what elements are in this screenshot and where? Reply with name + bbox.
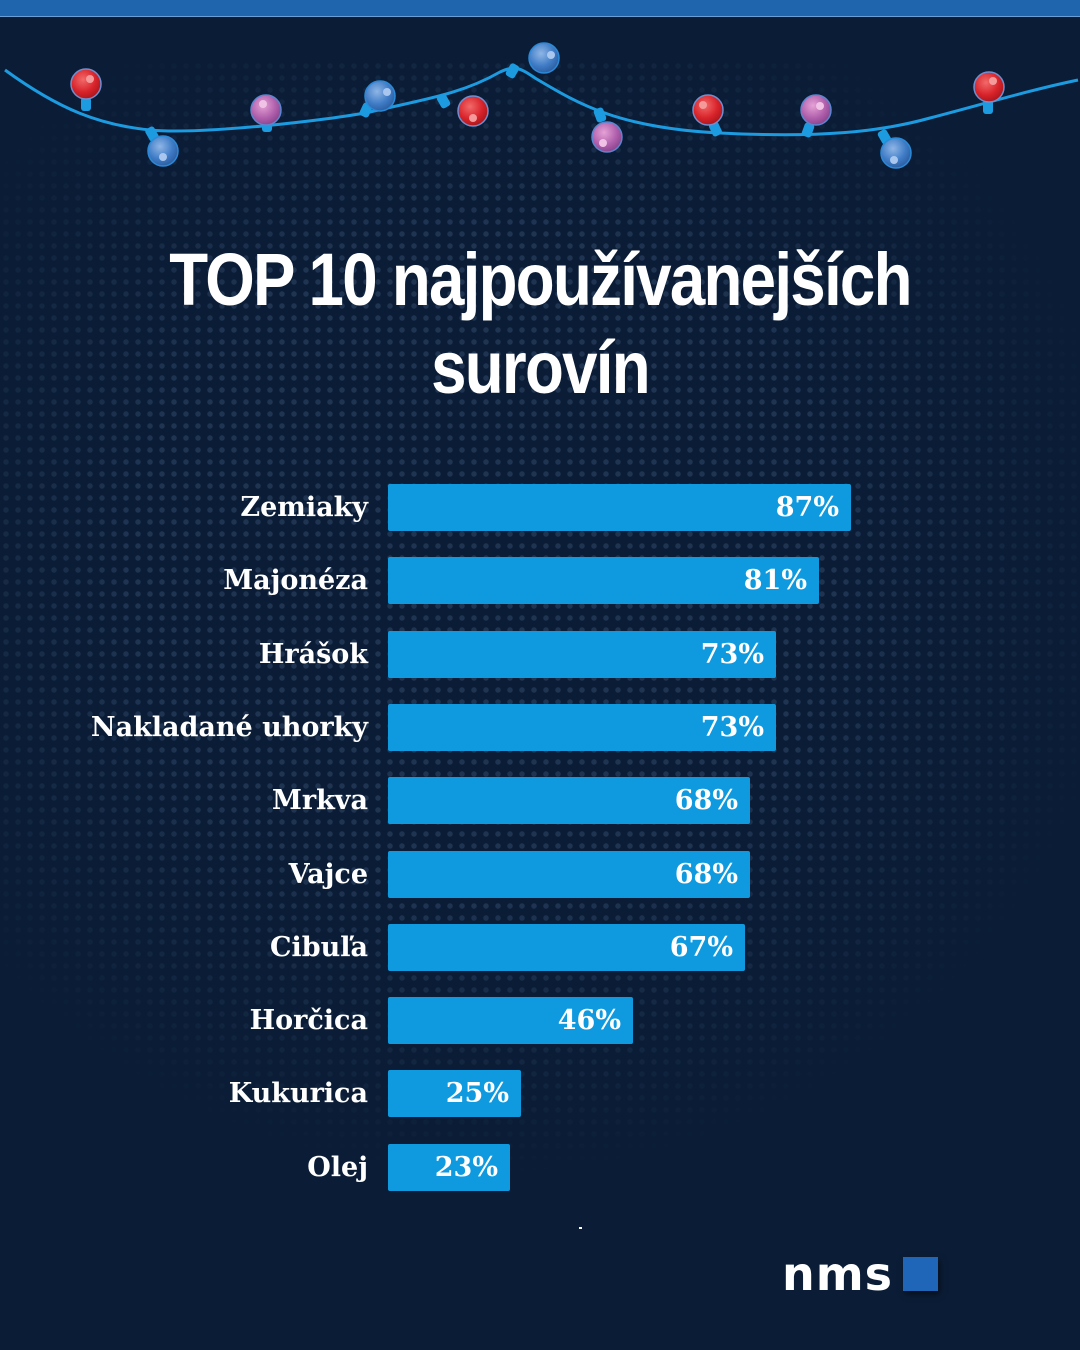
bulb-purple-icon: [250, 94, 282, 132]
bar: 23%: [388, 1143, 510, 1191]
category-label: Olej: [307, 1151, 368, 1183]
category-label: Majonéza: [223, 565, 368, 597]
string-lights-decoration: [4, 42, 1079, 169]
bulb-blue-icon: [359, 80, 396, 118]
bulb-purple-icon: [800, 94, 832, 138]
chart-row: Cibuľa 67%: [0, 923, 1080, 971]
bar: 46%: [388, 997, 633, 1045]
bar: 67%: [388, 923, 745, 971]
value-label: 25%: [445, 1078, 509, 1110]
category-label: Hrášok: [258, 638, 368, 670]
chart-row: Vajce 68%: [0, 850, 1080, 898]
bulb-blue-icon: [505, 42, 560, 79]
title-line-1: TOP 10 najpoužívanejších: [169, 238, 912, 321]
logo-square-icon: [903, 1257, 939, 1291]
top-band: [0, 0, 1080, 17]
bulb-purple-icon: [591, 107, 623, 153]
value-label: 68%: [674, 858, 738, 890]
value-label: 46%: [557, 1005, 621, 1037]
bar: 73%: [388, 630, 776, 678]
bar: 73%: [388, 703, 776, 751]
category-label: Vajce: [288, 858, 368, 890]
category-label: Kukurica: [228, 1078, 368, 1110]
page-title: TOP 10 najpoužívanejších surovín: [76, 236, 1005, 412]
value-label: 73%: [700, 638, 764, 670]
chart-row: Majonéza 81%: [0, 557, 1080, 605]
chart-row: Horčica 46%: [0, 997, 1080, 1045]
chart-row: Hrášok 73%: [0, 630, 1080, 678]
category-label: Mrkva: [271, 785, 368, 817]
bulb-red-icon: [973, 71, 1005, 114]
value-label: 23%: [434, 1151, 498, 1183]
chart-row: Olej 23%: [0, 1143, 1080, 1191]
bar: 68%: [388, 777, 750, 825]
bar: 25%: [388, 1070, 521, 1118]
chart-row: Zemiaky 87%: [0, 484, 1080, 531]
bulb-red-icon: [436, 93, 489, 127]
title-line-2: surovín: [431, 326, 651, 409]
nms-logo: nms: [782, 1247, 939, 1301]
bulb-blue-icon: [145, 126, 179, 167]
bar: 81%: [388, 557, 819, 605]
value-label: 87%: [775, 492, 839, 523]
category-label: Zemiaky: [240, 492, 368, 523]
chart-row: Nakladané uhorky 73%: [0, 703, 1080, 751]
bulb-red-icon: [70, 68, 102, 111]
chart-row: Mrkva 68%: [0, 777, 1080, 825]
small-dot: [579, 1227, 582, 1229]
world-map-dot-pattern: [0, 60, 1080, 1180]
value-label: 67%: [669, 931, 733, 963]
category-label: Nakladané uhorky: [90, 711, 368, 743]
value-label: 68%: [674, 785, 738, 817]
bulb-red-icon: [692, 94, 724, 137]
bar: 68%: [388, 850, 750, 898]
category-label: Horčica: [249, 1005, 368, 1037]
bulb-blue-icon: [877, 129, 912, 169]
logo-text: nms: [782, 1247, 894, 1301]
value-label: 73%: [700, 711, 764, 743]
category-label: Cibuľa: [269, 931, 368, 963]
value-label: 81%: [743, 565, 807, 597]
chart-row: Kukurica 25%: [0, 1070, 1080, 1118]
bar: 87%: [388, 484, 851, 531]
